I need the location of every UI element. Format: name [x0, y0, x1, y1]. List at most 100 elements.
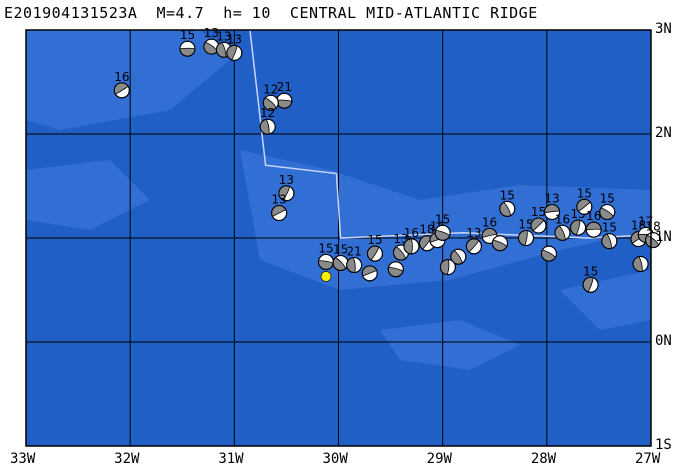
- depth-label: 12: [263, 82, 278, 96]
- beachball-outline: [585, 221, 602, 238]
- depth-label: 13: [544, 192, 559, 206]
- beachball-outline: [179, 40, 196, 57]
- epicenter-marker: [320, 271, 332, 282]
- depth-label: 15: [602, 221, 617, 235]
- lon-label: 31W: [218, 451, 244, 467]
- focal-mechanism: [387, 261, 404, 278]
- page-title: E201904131523A M=4.7 h= 10 CENTRAL MID-A…: [4, 4, 538, 22]
- focal-mechanism: 21: [276, 80, 293, 109]
- focal-mechanism: 15: [530, 205, 547, 234]
- depth-label: 21: [346, 245, 361, 259]
- depth-label: 15: [435, 212, 450, 226]
- beachball-outline: [530, 217, 547, 234]
- focal-mechanism: 15: [576, 186, 593, 215]
- depth-label: 18: [645, 220, 660, 234]
- beachball-outline: [366, 245, 383, 262]
- depth-label: 17: [638, 214, 653, 228]
- beachball-outline: [599, 204, 616, 220]
- beachball-outline: [434, 224, 451, 241]
- focal-mechanism: 18: [645, 220, 662, 249]
- beachball-outline: [361, 265, 378, 282]
- focal-mechanism: 16: [113, 70, 130, 99]
- depth-label: 15: [518, 218, 533, 232]
- focal-mechanism: 15: [318, 241, 334, 270]
- depth-label: 15: [600, 192, 615, 206]
- depth-label: 15: [318, 241, 333, 255]
- lat-label: 3N: [655, 21, 672, 37]
- depth-label: 13: [279, 173, 294, 187]
- focal-mechanism: [450, 248, 467, 265]
- shallow-bathymetry: [240, 150, 651, 290]
- focal-mechanism: 16: [403, 226, 420, 255]
- depth-label: 16: [482, 215, 497, 229]
- beachball-outline: [576, 198, 593, 215]
- depth-label: 13: [466, 226, 481, 240]
- lat-label: 0N: [655, 333, 672, 349]
- lon-label: 33W: [10, 451, 36, 467]
- focal-mechanism: [491, 235, 508, 252]
- focal-mechanism: 13: [278, 173, 295, 202]
- depth-label: 15: [583, 264, 598, 278]
- depth-label: 15: [577, 186, 592, 200]
- depth-label: 15: [333, 242, 348, 256]
- lon-label: 30W: [322, 451, 348, 467]
- beachball-outline: [450, 248, 467, 265]
- lat-label: 2N: [655, 125, 672, 141]
- beachball-outline: [518, 230, 534, 246]
- beachball-outline: [403, 238, 420, 255]
- focal-mechanism: [632, 256, 649, 272]
- depth-label: 16: [404, 226, 419, 240]
- shallow-bathymetry: [26, 160, 150, 230]
- ridge-line: [249, 29, 652, 239]
- focal-mechanism: 12: [262, 82, 279, 111]
- beachball-outline: [540, 245, 557, 262]
- focal-mechanism: 15: [366, 233, 383, 262]
- epicenter-dot: [320, 271, 332, 282]
- focal-mechanism: 21: [346, 245, 363, 274]
- beachball-outline: [271, 205, 288, 222]
- shallow-bathymetry: [26, 30, 230, 130]
- focal-mechanism: 12: [259, 106, 276, 135]
- lat-lon-grid: [26, 30, 651, 446]
- lon-label: 28W: [530, 451, 557, 467]
- depth-label: 13: [227, 32, 242, 46]
- focal-mechanism: 15: [582, 264, 599, 293]
- beachball-outline: [259, 118, 276, 135]
- depth-label: 13: [271, 193, 286, 207]
- beachball-outline: [262, 94, 279, 111]
- focal-mechanism: 13: [465, 226, 482, 255]
- beachball-outline: [465, 238, 482, 255]
- plate-boundary: [249, 29, 652, 239]
- beachball-outline: [491, 235, 508, 252]
- beachball-outline: [645, 232, 662, 249]
- beachball-outline: [226, 44, 243, 61]
- beachball-outline: [346, 257, 363, 274]
- focal-mechanism: 13: [544, 192, 561, 220]
- beachball-outline: [601, 233, 618, 250]
- focal-mechanism: 13: [226, 32, 243, 61]
- depth-label: 18: [419, 223, 434, 237]
- lon-label: 32W: [114, 451, 140, 467]
- focal-mechanism: 15: [499, 188, 516, 217]
- lon-label: 29W: [426, 451, 452, 467]
- focal-mechanism: 15: [570, 207, 587, 236]
- depth-label: 15: [367, 233, 382, 247]
- lat-label: 1N: [655, 229, 672, 245]
- focal-mechanism: 15: [601, 221, 618, 250]
- depth-label: 15: [180, 28, 195, 42]
- beachball-outline: [554, 224, 571, 241]
- focal-mechanism: 16: [585, 209, 602, 238]
- depth-label: 12: [260, 106, 275, 120]
- focal-mechanism: 15: [179, 28, 196, 57]
- depth-label: 16: [555, 212, 570, 226]
- focal-mechanism: [439, 259, 456, 276]
- focal-mechanism: 13: [271, 193, 288, 222]
- beachball-outline: [544, 204, 561, 220]
- beachball-outline: [582, 276, 599, 293]
- beachball-outline: [570, 219, 587, 236]
- depth-label: 16: [586, 209, 601, 223]
- beachball-outline: [387, 261, 404, 278]
- lon-label: 27W: [635, 451, 661, 467]
